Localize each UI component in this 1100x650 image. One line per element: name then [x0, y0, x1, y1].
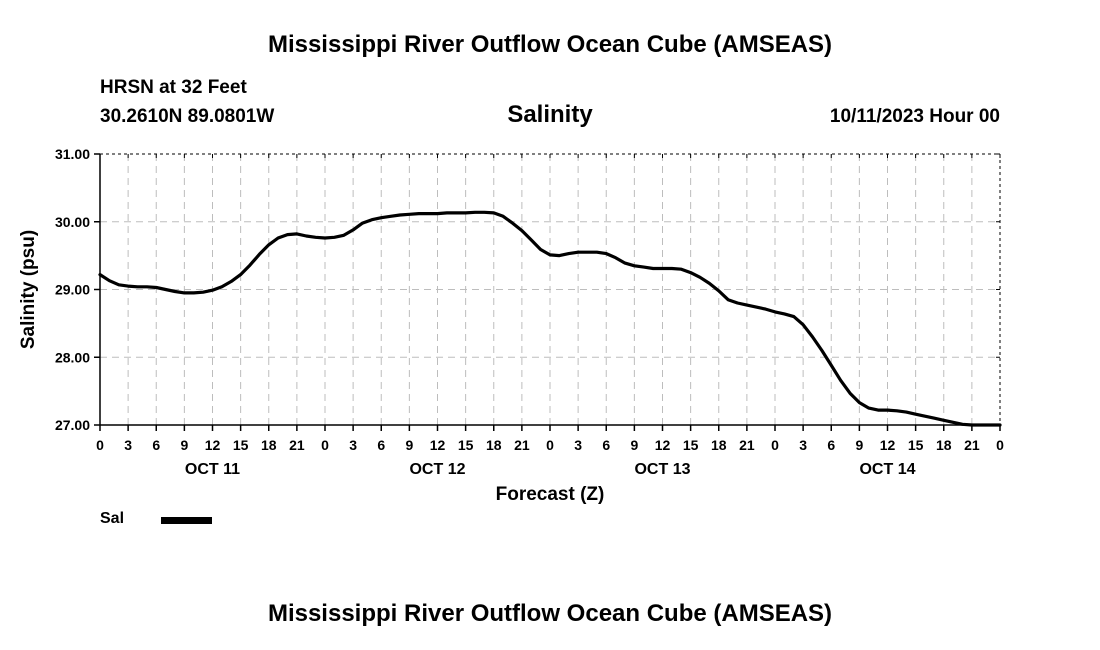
x-tick-label: 21 [289, 437, 305, 453]
day-label: OCT 11 [185, 461, 240, 478]
y-tick-label: 29.00 [55, 282, 90, 298]
x-tick-label: 3 [349, 437, 357, 453]
x-tick-label: 0 [96, 437, 104, 453]
x-tick-label: 0 [546, 437, 554, 453]
x-tick-label: 18 [711, 437, 727, 453]
x-tick-label: 0 [771, 437, 779, 453]
x-tick-label: 12 [205, 437, 221, 453]
x-tick-label: 0 [996, 437, 1004, 453]
x-tick-label: 3 [799, 437, 807, 453]
page-title: Mississippi River Outflow Ocean Cube (AM… [267, 31, 833, 58]
x-tick-label: 12 [655, 437, 671, 453]
y-tick-label: 31.00 [55, 146, 90, 162]
x-tick-label: 12 [880, 437, 896, 453]
x-tick-label: 0 [321, 437, 329, 453]
y-tick-label: 30.00 [55, 214, 90, 230]
x-tick-label: 9 [630, 437, 638, 453]
x-tick-label: 21 [514, 437, 530, 453]
legend-swatch [161, 517, 212, 524]
x-tick-label: 6 [377, 437, 385, 453]
x-tick-label: 3 [574, 437, 582, 453]
x-tick-label: 9 [180, 437, 188, 453]
day-label: OCT 14 [859, 461, 915, 478]
run-time: 10/11/2023 Hour 00 [829, 106, 1000, 127]
x-tick-label: 12 [430, 437, 446, 453]
x-axis-title: Forecast (Z) [496, 484, 605, 505]
y-axis-title: Salinity (psu) [18, 230, 39, 349]
x-tick-label: 18 [936, 437, 952, 453]
x-tick-label: 6 [602, 437, 610, 453]
x-tick-label: 9 [855, 437, 863, 453]
y-tick-label: 27.00 [55, 417, 90, 433]
day-label: OCT 13 [634, 461, 690, 478]
x-tick-label: 15 [683, 437, 699, 453]
x-tick-label: 21 [964, 437, 980, 453]
day-label: OCT 12 [409, 461, 465, 478]
y-tick-label: 28.00 [55, 349, 90, 365]
x-tick-label: 21 [739, 437, 755, 453]
chart-title: Salinity [507, 101, 593, 128]
x-tick-label: 18 [261, 437, 277, 453]
x-tick-label: 6 [152, 437, 160, 453]
x-tick-label: 9 [405, 437, 413, 453]
station-name: HRSN at 32 Feet [100, 77, 247, 98]
x-tick-label: 6 [827, 437, 835, 453]
legend-label: Sal [100, 510, 125, 527]
x-tick-label: 3 [124, 437, 132, 453]
x-tick-label: 15 [458, 437, 474, 453]
x-tick-label: 15 [233, 437, 249, 453]
x-tick-label: 18 [486, 437, 502, 453]
x-tick-label: 15 [908, 437, 924, 453]
series-line-salinity [98, 210, 1002, 427]
footer-title: Mississippi River Outflow Ocean Cube (AM… [267, 600, 833, 627]
station-coordinates: 30.2610N 89.0801W [100, 106, 275, 127]
